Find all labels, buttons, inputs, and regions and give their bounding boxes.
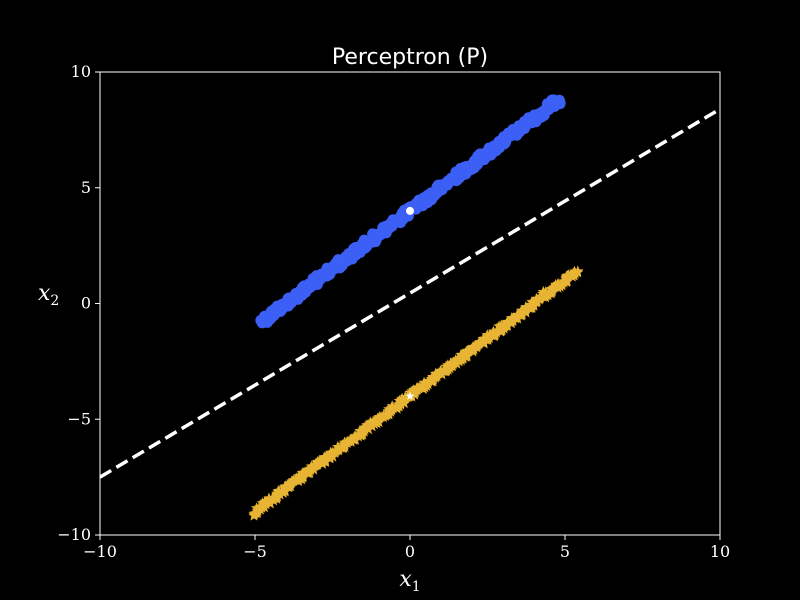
y-axis-label-main: x — [38, 281, 51, 306]
x-tick-label: −10 — [83, 542, 117, 561]
chart-title: Perceptron (P) — [332, 45, 488, 70]
class-center-marker — [406, 206, 414, 215]
y-axis-label: x2 — [38, 281, 59, 309]
class-center-layer — [405, 206, 415, 400]
decision-boundary-line — [100, 107, 720, 479]
series-point — [553, 94, 565, 106]
x-tick-label: −5 — [243, 542, 267, 561]
class-center-marker — [405, 391, 415, 400]
x-axis-label-subscript: 1 — [412, 579, 421, 595]
decision-boundary-layer — [100, 107, 720, 479]
x-axis-ticks: −10 −5 0 5 10 — [83, 535, 730, 561]
series-point — [455, 348, 467, 360]
y-tick-label: 5 — [81, 178, 91, 197]
x-tick-label: 5 — [560, 542, 570, 561]
series-point — [537, 285, 550, 297]
y-tick-label: 0 — [81, 294, 91, 313]
series-point — [546, 283, 559, 295]
series-point — [568, 269, 581, 281]
x-axis-label: x1 — [399, 567, 420, 595]
y-axis-label-subscript: 2 — [50, 293, 59, 309]
plot-area — [100, 94, 720, 521]
x-axis-label-main: x — [399, 567, 412, 592]
y-axis-ticks: −10 −5 0 5 10 — [57, 62, 100, 544]
series-1-points — [248, 265, 584, 521]
y-tick-label: −10 — [57, 525, 91, 544]
x-tick-label: 0 — [405, 542, 415, 561]
series-point — [572, 265, 584, 277]
y-tick-label: −5 — [67, 409, 91, 428]
y-tick-label: 10 — [71, 62, 91, 81]
x-tick-label: 10 — [710, 542, 730, 561]
